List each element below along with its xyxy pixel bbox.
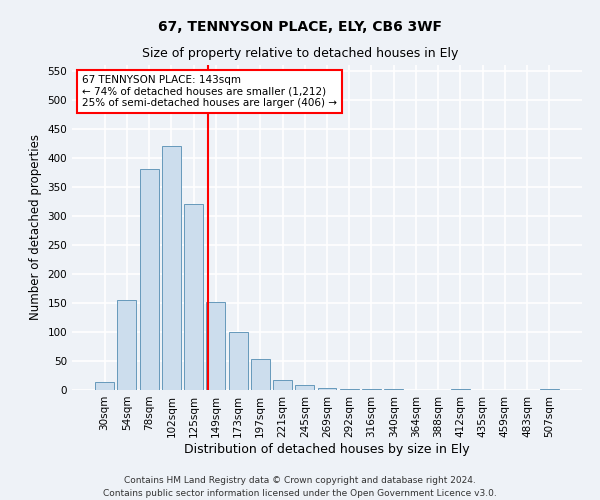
Bar [140, 170, 158, 390]
Bar [362, 389, 381, 390]
Bar [95, 382, 114, 390]
X-axis label: Distribution of detached houses by size in Ely: Distribution of detached houses by size … [184, 442, 470, 456]
Text: Size of property relative to detached houses in Ely: Size of property relative to detached ho… [142, 48, 458, 60]
Text: 67 TENNYSON PLACE: 143sqm
← 74% of detached houses are smaller (1,212)
25% of se: 67 TENNYSON PLACE: 143sqm ← 74% of detac… [82, 74, 337, 108]
Bar [273, 380, 292, 390]
Bar [317, 388, 337, 390]
Bar [229, 332, 248, 390]
Bar [251, 359, 270, 390]
Bar [162, 146, 181, 390]
Bar [206, 302, 225, 390]
Text: Contains HM Land Registry data © Crown copyright and database right 2024.
Contai: Contains HM Land Registry data © Crown c… [103, 476, 497, 498]
Bar [184, 204, 203, 390]
Y-axis label: Number of detached properties: Number of detached properties [29, 134, 42, 320]
Bar [295, 385, 314, 390]
Bar [340, 389, 359, 390]
Text: 67, TENNYSON PLACE, ELY, CB6 3WF: 67, TENNYSON PLACE, ELY, CB6 3WF [158, 20, 442, 34]
Bar [118, 300, 136, 390]
